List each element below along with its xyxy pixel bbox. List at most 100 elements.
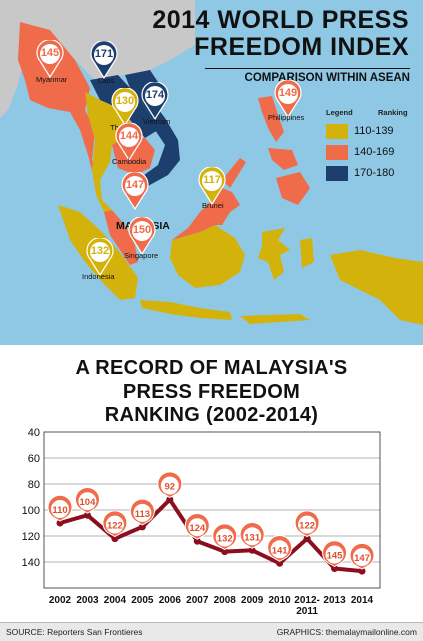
rank-marker-disc bbox=[160, 476, 179, 495]
sulawesi-shape bbox=[258, 228, 290, 280]
data-label: 113 bbox=[135, 509, 150, 520]
rank-marker-disc bbox=[78, 492, 97, 511]
borneo-kalimantan-shape bbox=[170, 225, 245, 288]
chart-title-line-3: RANKING (2002-2014) bbox=[104, 404, 319, 426]
map-pin-rank: 171 bbox=[94, 48, 114, 60]
map-pin-rank: 147 bbox=[125, 179, 145, 191]
india-landmass bbox=[0, 18, 25, 118]
data-point bbox=[303, 535, 311, 543]
legend-range-label: 170-180 bbox=[354, 167, 395, 179]
data-point bbox=[331, 565, 339, 572]
legend-ranking-label: Ranking bbox=[378, 108, 408, 117]
map-pin-rank: 174 bbox=[145, 89, 165, 101]
x-tick-label: 2005 bbox=[131, 595, 154, 606]
data-point bbox=[193, 537, 201, 545]
data-point bbox=[248, 546, 256, 554]
x-tick-label: 2002 bbox=[49, 595, 72, 606]
y-tick-label: 140 bbox=[22, 557, 40, 569]
data-point bbox=[56, 519, 64, 527]
legend-item: 170-180 bbox=[326, 165, 416, 183]
rank-marker-disc bbox=[298, 515, 317, 534]
map-pin-vietnam: 174 bbox=[140, 81, 170, 121]
x-tick-label: 2007 bbox=[186, 595, 209, 606]
map-pin-cambodia: 144 bbox=[114, 122, 144, 162]
footer: SOURCE: Reporters San Frontieres GRAPHIC… bbox=[0, 622, 423, 641]
data-label: 122 bbox=[107, 521, 123, 532]
rank-marker-disc bbox=[243, 527, 262, 546]
rank-marker-disc bbox=[188, 518, 207, 537]
data-label: 124 bbox=[189, 523, 206, 534]
data-point bbox=[138, 523, 146, 531]
country-label-myanmar: Myanmar bbox=[36, 75, 68, 84]
data-label: 104 bbox=[80, 497, 97, 508]
data-label: 131 bbox=[244, 532, 261, 543]
country-label-cambodia: Cambodia bbox=[112, 157, 147, 166]
lesser-sunda-shape bbox=[240, 314, 310, 324]
data-label: 145 bbox=[327, 551, 344, 562]
data-label: 92 bbox=[165, 482, 176, 493]
data-point bbox=[358, 567, 366, 575]
map-pin-rank: 117 bbox=[203, 174, 221, 186]
data-label: 110 bbox=[52, 505, 67, 516]
map-pin-philippines: 149 bbox=[273, 79, 303, 119]
plot-frame bbox=[43, 431, 381, 589]
y-tick-label: 80 bbox=[28, 479, 40, 491]
thailand-shape bbox=[85, 92, 130, 212]
y-tick-label: 100 bbox=[22, 505, 40, 517]
legend-range-label: 140-169 bbox=[354, 146, 395, 158]
legend-range-label: 110-139 bbox=[354, 125, 394, 137]
legend-title: Legend bbox=[326, 108, 353, 117]
x-tick-label: 2010 bbox=[269, 595, 292, 606]
map-pin-myanmar: 145 bbox=[35, 39, 65, 79]
legend-item: 110-139 bbox=[326, 123, 416, 141]
borneo-malaysia-shape bbox=[172, 188, 240, 240]
map-pin-rank: 150 bbox=[132, 224, 152, 236]
x-tick-label: 2009 bbox=[241, 595, 264, 606]
data-point bbox=[111, 535, 119, 543]
map-pin-singapore: 150 bbox=[127, 216, 157, 256]
map-pin-rank: 132 bbox=[90, 245, 110, 257]
data-label: 132 bbox=[217, 534, 233, 545]
legend-swatch-navy bbox=[326, 166, 348, 181]
china-landmass bbox=[0, 0, 195, 80]
rank-marker-disc bbox=[215, 528, 234, 547]
country-label-laos: Laos bbox=[98, 76, 115, 85]
country-label-vietnam: Vietnam bbox=[143, 117, 171, 126]
map-pin-malaysia: 147 bbox=[120, 171, 150, 211]
ranking-series-line bbox=[59, 497, 363, 574]
papua-shape bbox=[330, 250, 423, 325]
y-tick-label: 60 bbox=[28, 453, 40, 465]
data-point bbox=[83, 511, 91, 519]
legend: Legend Ranking 110-139 140-169 170-180 bbox=[326, 108, 416, 183]
map-pin-rank: 145 bbox=[40, 47, 60, 59]
map-pin-rank: 144 bbox=[119, 130, 139, 142]
legend-swatch-orange bbox=[326, 145, 348, 160]
rank-marker-disc bbox=[325, 545, 344, 564]
x-tick-label: 2014 bbox=[351, 595, 374, 606]
map-pin-rank: 149 bbox=[278, 87, 298, 99]
maluku-shape bbox=[300, 238, 314, 268]
x-tick-label: 2006 bbox=[159, 595, 182, 606]
map-pin-thailand: 130 bbox=[110, 87, 140, 127]
y-tick-label: 40 bbox=[28, 427, 40, 439]
rank-marker-disc bbox=[105, 515, 124, 534]
legend-swatch-yellow bbox=[326, 124, 348, 139]
y-tick-label: 120 bbox=[22, 531, 40, 543]
chart-title-line-2: PRESS FREEDOM bbox=[122, 381, 301, 403]
map-pin-brunei: 117 bbox=[197, 166, 227, 206]
peninsular-malaysia-shape bbox=[104, 210, 138, 265]
luzon-shape bbox=[258, 96, 284, 142]
rank-marker-disc bbox=[51, 500, 69, 518]
x-tick-label: 2012-2011 bbox=[294, 595, 320, 617]
data-point bbox=[166, 496, 174, 504]
myanmar-shape bbox=[18, 22, 100, 180]
map-title-line-1: 2014 WORLD PRESS bbox=[152, 6, 409, 34]
chart-panel: 40 60 80 100 120 140 2002 2003 2004 2005 2006 2007 2… bbox=[0, 345, 423, 622]
data-point bbox=[276, 559, 284, 567]
x-tick-label: 2008 bbox=[214, 595, 237, 606]
data-label: 122 bbox=[299, 521, 315, 532]
map-subtitle: COMPARISON WITHIN ASEAN bbox=[205, 68, 410, 84]
country-label-philippines: Philippines bbox=[268, 113, 305, 122]
chart-title-line-1: A RECORD OF MALAYSIA'S bbox=[75, 357, 348, 379]
visayas-shape bbox=[268, 148, 298, 170]
